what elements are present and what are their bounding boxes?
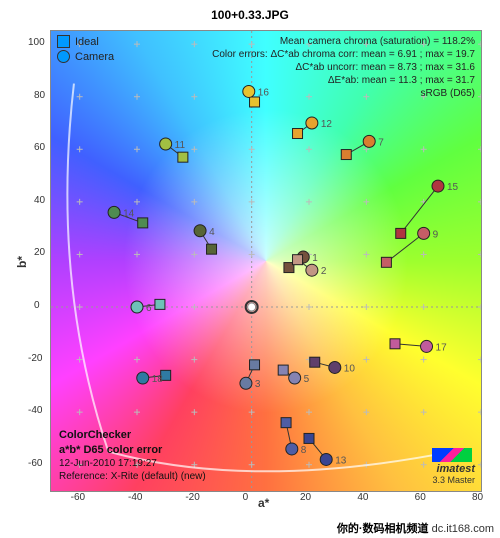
info-date: 12-Jun-2010 17:19:27: [59, 457, 206, 470]
chart-title: 100+0.33.JPG: [0, 8, 500, 22]
y-tick: -40: [28, 405, 42, 416]
imatest-brand: imatest: [432, 463, 475, 475]
svg-text:17: 17: [436, 342, 448, 353]
svg-text:6: 6: [146, 303, 152, 314]
info-block: ColorChecker a*b* D65 color error 12-Jun…: [59, 428, 206, 483]
page-footer: 你的·数码相机频道 dc.it168.com: [337, 520, 494, 536]
info-header: ColorChecker: [59, 428, 206, 442]
circle-icon: [57, 50, 70, 63]
svg-text:14: 14: [123, 208, 135, 219]
x-axis-label: a*: [258, 496, 269, 510]
imatest-badge: imatest 3.3 Master: [432, 448, 475, 485]
stat-line: ΔE*ab: mean = 11.3 ; max = 31.7: [212, 74, 475, 87]
svg-text:4: 4: [209, 227, 215, 238]
y-tick: 100: [28, 37, 45, 48]
legend: Ideal Camera: [57, 35, 114, 65]
x-tick: 40: [357, 492, 368, 503]
svg-text:11: 11: [175, 140, 186, 151]
stat-line: Mean camera chroma (saturation) = 118.2%: [212, 35, 475, 48]
y-tick: 0: [34, 300, 40, 311]
footer-right: dc.it168.com: [432, 523, 494, 535]
svg-text:15: 15: [447, 182, 459, 193]
x-tick: -20: [185, 492, 199, 503]
svg-text:2: 2: [321, 266, 327, 277]
svg-text:9: 9: [433, 229, 439, 240]
svg-text:3: 3: [255, 379, 261, 390]
svg-text:5: 5: [304, 374, 310, 385]
x-tick: 80: [472, 492, 483, 503]
svg-text:1: 1: [312, 253, 318, 264]
x-tick: 60: [415, 492, 426, 503]
y-tick: -60: [28, 458, 42, 469]
y-tick: 20: [34, 247, 45, 258]
info-sub: a*b* D65 color error: [59, 443, 206, 457]
stat-line: Color errors: ΔC*ab chroma corr: mean = …: [212, 48, 475, 61]
y-tick: -20: [28, 353, 42, 364]
svg-text:13: 13: [335, 455, 347, 466]
svg-text:18: 18: [152, 374, 164, 385]
x-tick: -40: [128, 492, 142, 503]
y-axis-label: b*: [15, 256, 29, 268]
x-tick: -60: [71, 492, 85, 503]
x-tick: 20: [300, 492, 311, 503]
y-tick: 60: [34, 142, 45, 153]
stat-line: sRGB (D65): [212, 87, 475, 100]
y-tick: 80: [34, 90, 45, 101]
svg-text:10: 10: [344, 363, 356, 374]
svg-text:7: 7: [378, 137, 384, 148]
legend-camera-label: Camera: [75, 51, 114, 63]
imatest-logo-icon: [432, 448, 472, 462]
square-icon: [57, 35, 70, 48]
plot-area: 123456789101112131415161718 Ideal Camera…: [50, 30, 482, 492]
chart-overlay: 123456789101112131415161718: [51, 31, 481, 491]
stat-line: ΔC*ab uncorr: mean = 8.73 ; max = 31.6: [212, 61, 475, 74]
footer-left: 你的·数码相机频道: [337, 523, 429, 535]
legend-ideal-label: Ideal: [75, 36, 99, 48]
x-tick: 0: [243, 492, 249, 503]
imatest-version: 3.3 Master: [432, 475, 475, 485]
svg-text:8: 8: [301, 445, 307, 456]
y-tick: 40: [34, 195, 45, 206]
info-ref: Reference: X-Rite (default) (new): [59, 470, 206, 483]
stats-block: Mean camera chroma (saturation) = 118.2%…: [212, 35, 475, 100]
svg-text:12: 12: [321, 119, 333, 130]
